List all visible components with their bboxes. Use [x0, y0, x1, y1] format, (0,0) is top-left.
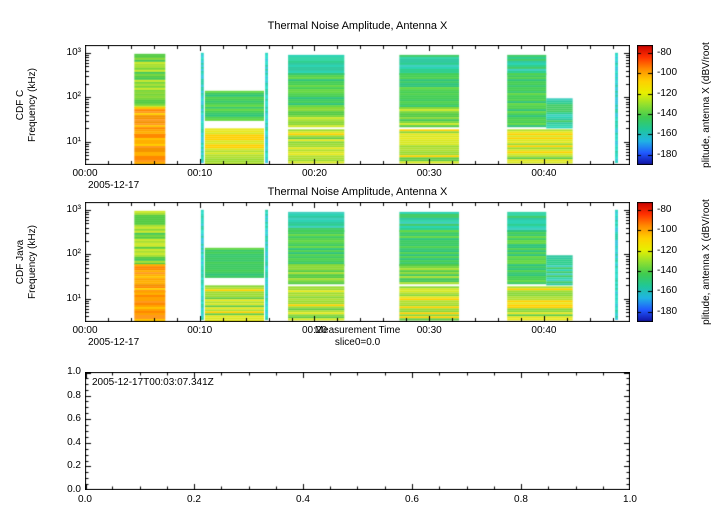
spectrogram-canvas-cdf-c[interactable] [85, 45, 630, 165]
x-tick-label: 0.8 [514, 494, 528, 505]
x-tick-label: 00:00 [72, 325, 98, 336]
y-tick-label: 10² [66, 248, 81, 260]
x-tick-label: 00:20 [301, 168, 327, 179]
panel2-y-axis-label: CDF Java Frequency (kHz) [10, 202, 44, 322]
colorbar-tick-label: -140 [657, 265, 678, 277]
x-tick-label: 0.6 [405, 494, 419, 505]
x-tick-label: 1.0 [623, 494, 637, 505]
colorbar-cdf-java[interactable] [637, 202, 653, 322]
colorbar1-unit-label: plitude, antenna X (dBV/root [701, 42, 713, 168]
y-tick-label: 0.8 [67, 389, 81, 401]
panel1-ylabel-line1: CDF C [15, 89, 26, 121]
x-tick-label: 00:40 [531, 168, 557, 179]
x-tick-label: 00:10 [187, 168, 213, 179]
x-tick-label: 00:00 [72, 168, 98, 179]
colorbar-tick-label: -160 [657, 128, 678, 140]
colorbar-tick-label: -80 [657, 47, 672, 59]
colorbar-tick-label: -160 [657, 285, 678, 297]
y-tick-label: 10¹ [66, 292, 81, 304]
panel2-title: Thermal Noise Amplitude, Antenna X [267, 186, 448, 198]
panel1-ylabel-line2: Frequency (kHz) [27, 68, 38, 142]
y-tick-label: 0.0 [67, 484, 81, 495]
panel1-y-axis-label: CDF C Frequency (kHz) [10, 45, 44, 165]
y-tick-label: 10¹ [66, 135, 81, 147]
colorbar-tick-label: -180 [657, 148, 678, 160]
x-tick-label: 0.2 [187, 494, 201, 505]
y-tick-label: 10² [66, 91, 81, 103]
y-tick-label: 10³ [66, 46, 81, 58]
panel2-ylabel-line2: Frequency (kHz) [27, 225, 38, 299]
colorbar-cdf-c[interactable] [637, 45, 653, 165]
x-tick-label: 00:30 [416, 168, 442, 179]
y-tick-label: 0.2 [67, 460, 81, 472]
y-tick-label: 0.6 [67, 413, 81, 425]
colorbar-tick-label: -100 [657, 224, 678, 236]
colorbar2-unit-label: plitude, antenna X (dBV/root [701, 199, 713, 325]
x-tick-label: 00:40 [531, 325, 557, 336]
time-annotation: 2005-12-17T00:03:07.341Z [92, 377, 214, 388]
panel2-slice-label: slice0=0.0 [334, 337, 381, 348]
x-tick-label: 0.0 [78, 494, 92, 505]
y-tick-label: 0.4 [67, 436, 81, 448]
x-tick-label: 00:10 [187, 325, 213, 336]
colorbar-tick-label: -80 [657, 204, 672, 216]
empty-plot-frame[interactable] [85, 372, 630, 490]
panel2-x-axis-label: Measurement Time [314, 325, 401, 336]
x-tick-label: 00:30 [416, 325, 442, 336]
x-tick-label: 00:20 [301, 325, 327, 336]
colorbar-tick-label: -120 [657, 244, 678, 256]
panel1-title: Thermal Noise Amplitude, Antenna X [267, 20, 448, 32]
x-tick-label: 0.4 [296, 494, 310, 505]
spectrogram-canvas-cdf-java[interactable] [85, 202, 630, 322]
panel2-ylabel-line1: CDF Java [15, 239, 26, 285]
colorbar-tick-label: -100 [657, 67, 678, 79]
y-tick-label: 10³ [66, 203, 81, 215]
y-tick-label: 1.0 [67, 366, 81, 377]
colorbar-tick-label: -120 [657, 87, 678, 99]
colorbar-tick-label: -180 [657, 305, 678, 317]
panel2-date-label: 2005-12-17 [88, 337, 140, 348]
colorbar-tick-label: -140 [657, 108, 678, 120]
panel1-date-label: 2005-12-17 [88, 180, 140, 191]
